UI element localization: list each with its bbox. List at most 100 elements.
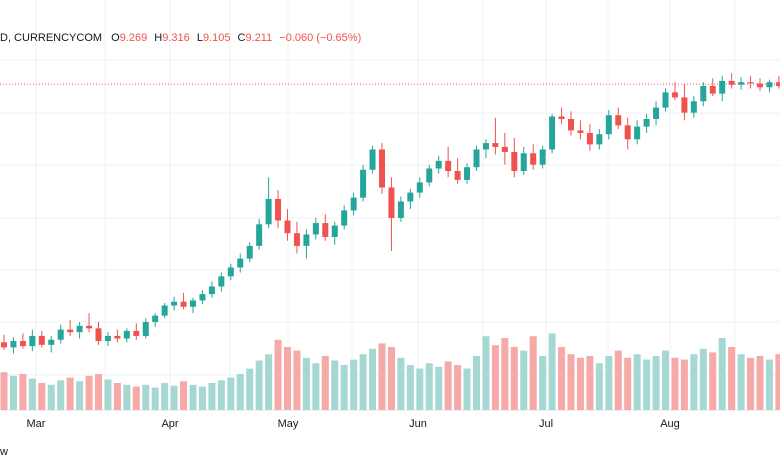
- candle-body: [586, 132, 593, 145]
- candle-body: [558, 116, 565, 119]
- volume-bar: [151, 387, 159, 410]
- candle-body: [369, 149, 376, 170]
- volume-bar: [728, 347, 736, 410]
- candle: [681, 83, 688, 121]
- candle: [237, 253, 244, 273]
- candle-body: [360, 169, 367, 198]
- x-tick-label: Jun: [409, 418, 427, 430]
- volume-bar: [718, 338, 726, 410]
- candle-body: [29, 335, 36, 347]
- candle-body: [1, 342, 7, 348]
- volume-bar: [463, 368, 471, 410]
- volume-bar: [520, 350, 528, 410]
- volume-bar: [293, 350, 301, 410]
- candle-body: [95, 328, 102, 342]
- candle-body: [341, 210, 348, 226]
- volume-bar: [482, 336, 490, 410]
- volume-bar: [605, 356, 613, 410]
- volume-bar: [113, 383, 121, 410]
- candle-body: [511, 151, 518, 172]
- candle: [227, 263, 234, 281]
- volume-bar: [104, 379, 112, 410]
- candle-body: [142, 322, 149, 336]
- volume-bar: [189, 384, 197, 410]
- candle: [57, 324, 64, 344]
- volume-bar: [161, 383, 169, 410]
- volume-bar: [28, 378, 36, 410]
- volume-bar: [76, 381, 84, 410]
- volume-bar: [662, 350, 669, 410]
- candle-body: [671, 92, 678, 98]
- candle-body: [104, 335, 111, 342]
- volume-bar: [643, 359, 651, 410]
- volume-bar: [387, 347, 395, 410]
- candle: [95, 322, 102, 345]
- candle-body: [690, 101, 697, 113]
- candle: [700, 82, 707, 107]
- candle-body: [48, 339, 55, 345]
- volume-bar: [444, 361, 452, 410]
- candle: [67, 320, 74, 336]
- candle-body: [350, 197, 357, 211]
- candle-body: [757, 83, 763, 88]
- candle: [152, 313, 159, 328]
- volume-bar: [85, 375, 93, 410]
- x-tick-label: Jul: [539, 418, 553, 430]
- candle: [464, 163, 471, 184]
- volume-bar: [416, 368, 424, 410]
- candle-body: [218, 276, 225, 287]
- candle: [369, 145, 376, 174]
- candle: [492, 117, 499, 155]
- volume-bar: [66, 377, 74, 410]
- volume-bar: [378, 343, 386, 410]
- candle: [142, 318, 149, 339]
- volume-bar: [699, 348, 707, 410]
- candle-body: [747, 82, 754, 84]
- candle: [208, 281, 215, 298]
- candle: [757, 78, 763, 92]
- candle: [520, 146, 527, 175]
- candle-body: [208, 286, 215, 295]
- candle-body: [464, 167, 471, 180]
- candle: [10, 337, 17, 354]
- volume-bar: [454, 365, 462, 410]
- candle: [265, 177, 272, 229]
- volume-bar: [558, 347, 566, 410]
- candle-body: [766, 82, 773, 88]
- candle: [445, 146, 452, 178]
- volume-bar: [246, 368, 254, 410]
- candle-body: [407, 192, 414, 202]
- candle: [275, 190, 282, 229]
- grid-lines: [0, 0, 780, 411]
- volume-bar: [539, 356, 547, 410]
- volume-bar: [397, 357, 405, 410]
- candle: [303, 229, 310, 259]
- high-label: H: [154, 32, 163, 44]
- high-value: 9.316: [162, 32, 190, 44]
- candle-body: [549, 116, 556, 150]
- candle: [671, 82, 678, 100]
- candle-body: [161, 305, 168, 316]
- candle-body: [322, 223, 329, 237]
- candle-body: [284, 220, 291, 234]
- volume-bar: [321, 356, 329, 410]
- candle-body: [728, 80, 735, 85]
- volume-bar: [274, 339, 282, 410]
- candle-body: [331, 225, 338, 237]
- candle-body: [520, 153, 527, 172]
- candle-body: [246, 245, 253, 259]
- volume-bar: [19, 374, 27, 410]
- volume-bar: [350, 359, 358, 410]
- candle: [690, 96, 697, 118]
- candle: [728, 73, 735, 89]
- volume-bar: [624, 357, 632, 410]
- candle: [1, 334, 7, 350]
- volume-bar: [586, 356, 594, 410]
- candle: [256, 219, 263, 250]
- low-label: L: [196, 32, 203, 44]
- x-tick-label: May: [278, 418, 299, 430]
- candle: [246, 242, 253, 263]
- candle: [407, 188, 414, 210]
